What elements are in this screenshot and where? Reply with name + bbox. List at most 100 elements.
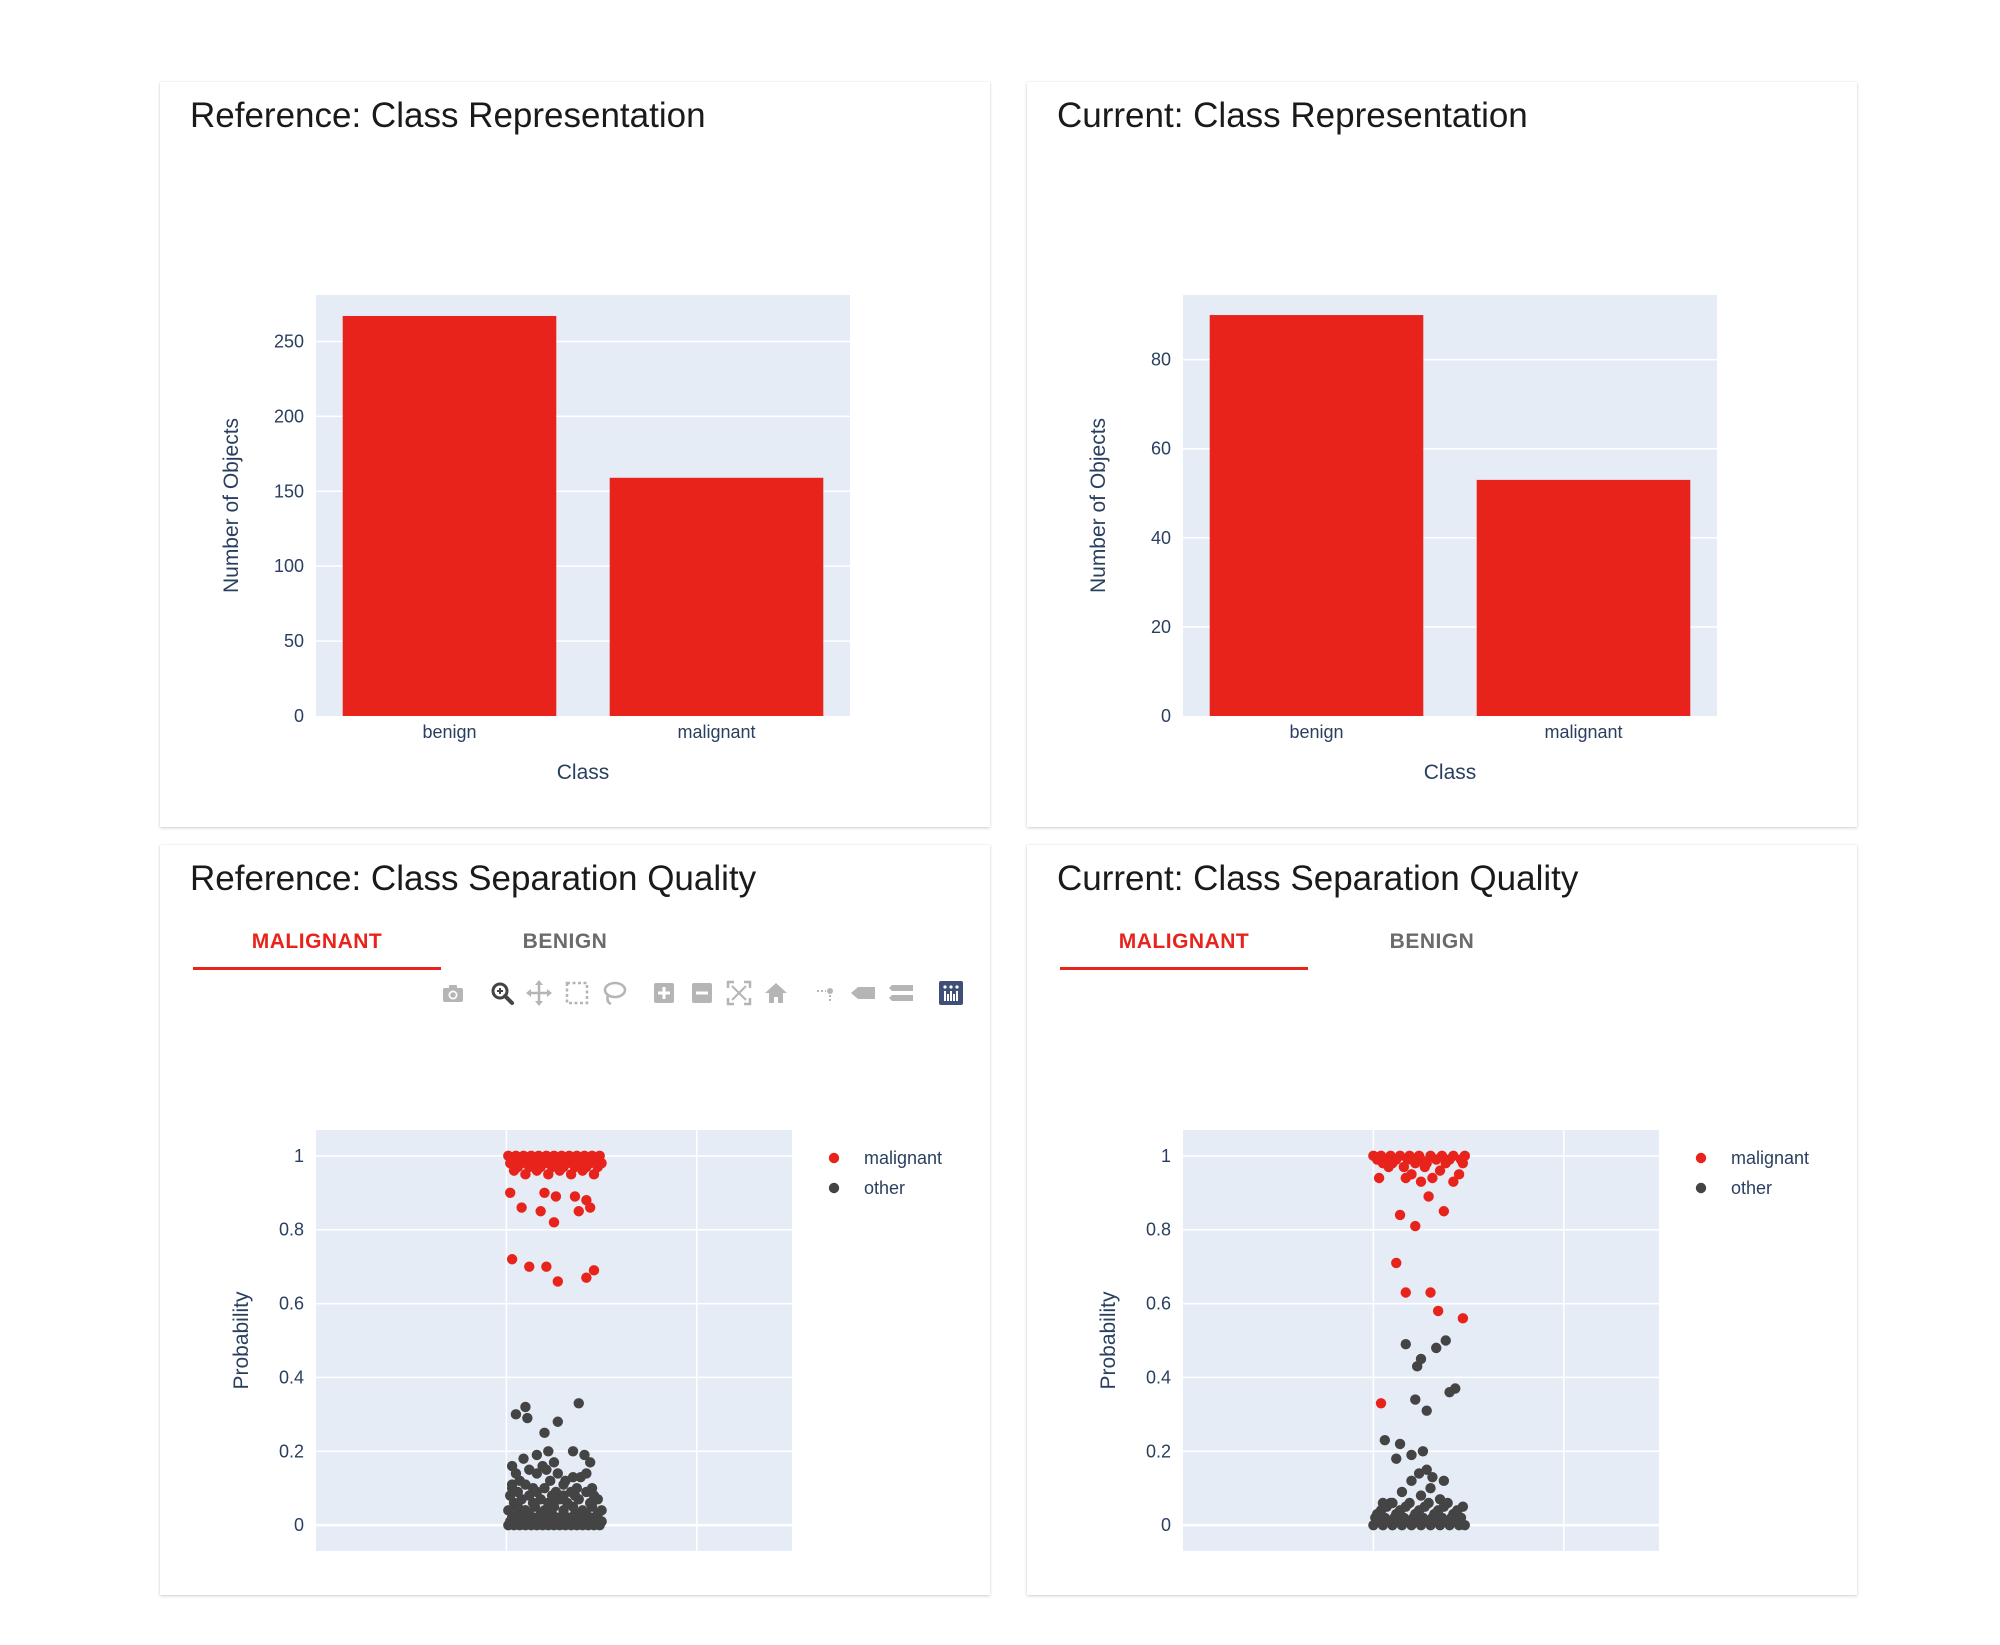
data-point bbox=[1438, 1475, 1450, 1487]
data-point bbox=[550, 1191, 562, 1202]
y-tick-label: 0 bbox=[1161, 706, 1171, 726]
reference-class-separation-panel: Reference: Class Separation Quality MALI… bbox=[160, 845, 990, 1595]
y-tick-label: 1 bbox=[294, 1146, 304, 1166]
plotly-logo-icon[interactable] bbox=[936, 978, 966, 1008]
x-tick-label: benign bbox=[422, 722, 476, 742]
data-point bbox=[579, 1508, 590, 1520]
data-point bbox=[1425, 1483, 1436, 1494]
data-point bbox=[1427, 1471, 1438, 1483]
data-point bbox=[1440, 1335, 1451, 1346]
data-point bbox=[1398, 1161, 1410, 1173]
data-point bbox=[584, 1457, 596, 1468]
spike-lines-icon[interactable] bbox=[811, 978, 841, 1008]
y-tick-label: 60 bbox=[1151, 439, 1171, 459]
hover-closest-icon[interactable] bbox=[848, 978, 878, 1008]
data-point bbox=[543, 1446, 554, 1457]
data-point bbox=[1438, 1206, 1450, 1217]
data-point bbox=[1415, 1176, 1427, 1187]
data-point bbox=[508, 1165, 520, 1176]
y-tick-label: 150 bbox=[274, 481, 304, 501]
zoom-out-icon[interactable] bbox=[687, 978, 717, 1008]
data-point bbox=[543, 1169, 554, 1180]
data-point bbox=[1391, 1453, 1402, 1464]
data-point bbox=[1387, 1497, 1398, 1509]
data-point bbox=[1400, 1172, 1411, 1184]
data-point bbox=[1431, 1342, 1442, 1354]
data-point bbox=[1383, 1161, 1394, 1173]
y-tick-label: 80 bbox=[1151, 350, 1171, 370]
y-tick-label: 50 bbox=[284, 631, 304, 651]
lasso-select-icon[interactable] bbox=[599, 978, 629, 1008]
tab-malignant[interactable]: MALIGNANT bbox=[193, 917, 441, 970]
legend-marker bbox=[828, 1152, 840, 1164]
x-tick-label: benign bbox=[1289, 722, 1343, 742]
data-point bbox=[1421, 1405, 1432, 1416]
tab-benign[interactable]: BENIGN bbox=[1389, 930, 1475, 953]
data-point bbox=[539, 1187, 550, 1198]
y-tick-label: 0.4 bbox=[1146, 1367, 1171, 1387]
current-class-separation-chart[interactable]: 0 0.2 0.4 0.6 0.8 1 malignant other Probability bbox=[1027, 845, 1857, 1595]
data-point bbox=[558, 1490, 569, 1501]
data-point bbox=[548, 1494, 560, 1505]
panel-title: Reference: Class Representation bbox=[190, 96, 706, 135]
data-point bbox=[1410, 1158, 1421, 1169]
y-axis-title: Probability bbox=[1097, 1291, 1120, 1390]
data-point bbox=[524, 1464, 535, 1475]
camera-icon[interactable] bbox=[438, 978, 468, 1008]
data-point bbox=[1423, 1191, 1434, 1202]
tab-malignant[interactable]: MALIGNANT bbox=[1060, 917, 1308, 970]
data-point bbox=[520, 1505, 531, 1516]
y-tick-label: 250 bbox=[274, 331, 304, 351]
data-point bbox=[544, 1475, 556, 1487]
data-point bbox=[1406, 1475, 1417, 1487]
reset-axes-icon[interactable] bbox=[761, 978, 791, 1008]
y-tick-label: 0.8 bbox=[279, 1220, 304, 1240]
reference-class-representation-panel: Reference: Class Representation 0 50 100 15… bbox=[160, 82, 990, 827]
x-tick-label: malignant bbox=[1544, 722, 1622, 742]
box-select-icon[interactable] bbox=[562, 978, 592, 1008]
data-point bbox=[1457, 1501, 1469, 1512]
data-point bbox=[586, 1483, 598, 1494]
y-tick-label: 20 bbox=[1151, 617, 1171, 637]
panel-title: Reference: Class Separation Quality bbox=[190, 859, 757, 898]
plot-area bbox=[1183, 1130, 1659, 1551]
reference-class-separation-chart[interactable]: 0 0.2 0.4 0.6 0.8 1 malignant other Probability bbox=[160, 845, 990, 1595]
data-point bbox=[520, 1401, 531, 1413]
data-point bbox=[552, 1468, 564, 1479]
data-point bbox=[541, 1261, 552, 1272]
data-point bbox=[588, 1265, 600, 1276]
data-point bbox=[1400, 1287, 1411, 1298]
y-tick-label: 0.2 bbox=[1146, 1441, 1171, 1461]
data-point bbox=[1419, 1161, 1431, 1173]
data-point bbox=[539, 1427, 550, 1439]
data-point bbox=[1391, 1257, 1402, 1269]
data-point bbox=[1375, 1398, 1387, 1409]
data-point bbox=[1423, 1497, 1434, 1509]
data-point bbox=[596, 1505, 607, 1516]
y-axis-title: Number of Objects bbox=[220, 418, 243, 593]
data-point bbox=[1373, 1172, 1385, 1184]
x-axis-title: Class bbox=[1424, 761, 1477, 784]
data-point bbox=[1457, 1158, 1469, 1169]
zoom-in-icon[interactable] bbox=[649, 978, 679, 1008]
zoom-icon[interactable] bbox=[487, 978, 517, 1008]
y-tick-label: 0.6 bbox=[1146, 1294, 1171, 1314]
autoscale-icon[interactable] bbox=[724, 978, 754, 1008]
tab-benign[interactable]: BENIGN bbox=[522, 930, 608, 953]
current-class-representation-panel: Current: Class Representation 0 20 40 60 80 b… bbox=[1027, 82, 1857, 827]
current-class-representation-chart[interactable]: 0 20 40 60 80 benign malignant Class Number of O… bbox=[1027, 82, 1857, 827]
reference-class-representation-chart[interactable]: 0 50 100 150 200 250 benign malignant Class Numbe… bbox=[160, 82, 990, 827]
data-point bbox=[1453, 1169, 1465, 1180]
panel-title: Current: Class Representation bbox=[1057, 96, 1528, 135]
data-point bbox=[1434, 1494, 1446, 1505]
legend-label: other bbox=[1731, 1178, 1772, 1198]
data-point bbox=[1413, 1468, 1425, 1479]
y-tick-label: 100 bbox=[274, 556, 304, 576]
legend-marker bbox=[1695, 1182, 1707, 1194]
data-point bbox=[581, 1272, 592, 1283]
data-point bbox=[518, 1453, 529, 1464]
data-point bbox=[573, 1398, 584, 1409]
hover-compare-icon[interactable] bbox=[886, 978, 916, 1008]
pan-icon[interactable] bbox=[524, 978, 554, 1008]
y-tick-label: 0 bbox=[294, 1515, 304, 1535]
